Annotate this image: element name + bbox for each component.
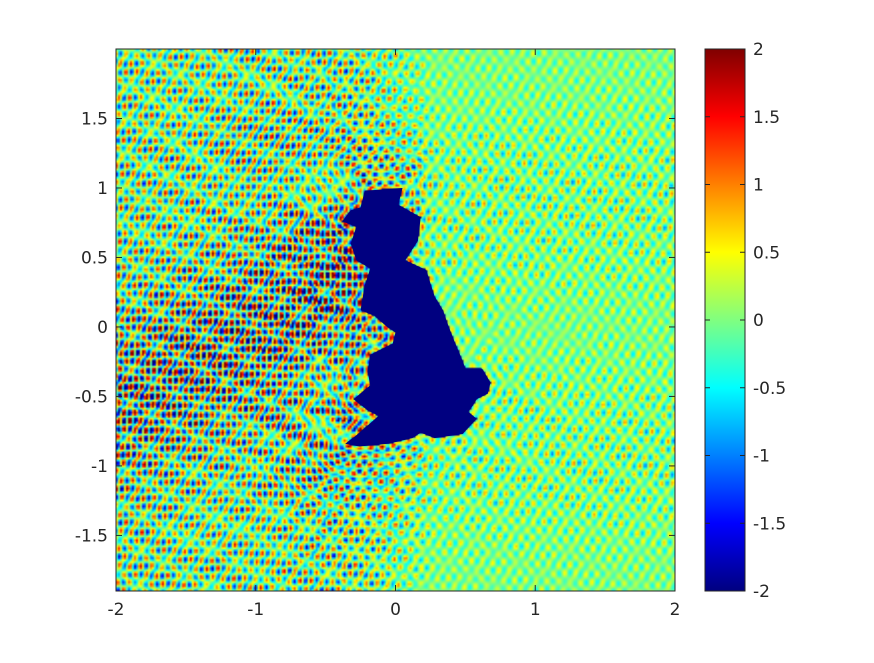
colorbar-tick-label: -1 <box>753 447 770 467</box>
y-tick-label: 1 <box>97 179 108 199</box>
colorbar-tick-label: -2 <box>753 582 770 602</box>
x-tick-label: 2 <box>670 600 681 620</box>
colorbar-tick-label: 1.5 <box>753 108 780 128</box>
y-tick-label: 0.5 <box>81 248 108 268</box>
y-axis: -1.5 -1 -0.5 0 0.5 1 1.5 <box>75 109 675 546</box>
x-axis: -2 -1 0 1 2 <box>108 49 681 620</box>
x-tick-label: 0 <box>390 600 401 620</box>
colorbar-tick-label: 0.5 <box>753 243 780 263</box>
y-tick-label: -1 <box>91 457 108 477</box>
colorbar-tick-label: 1 <box>753 176 764 196</box>
island-obstacle <box>342 188 491 447</box>
colorbar-tick-label: -0.5 <box>753 379 786 399</box>
plot-area <box>115 48 676 592</box>
y-tick-label: -1.5 <box>75 526 108 546</box>
y-tick-label: 0 <box>97 318 108 338</box>
y-tick-label: -0.5 <box>75 387 108 407</box>
colorbar-ticks: -2 -1.5 -1 -0.5 0 0.5 1 1.5 2 <box>705 40 786 602</box>
x-tick-label: 1 <box>530 600 541 620</box>
colorbar: -2 -1.5 -1 -0.5 0 0.5 1 1.5 2 <box>704 40 786 602</box>
colorbar-gradient <box>705 49 745 591</box>
colorbar-tick-label: 2 <box>753 40 764 60</box>
colorbar-tick-label: -1.5 <box>753 514 786 534</box>
x-tick-label: -2 <box>108 600 125 620</box>
y-tick-label: 1.5 <box>81 109 108 129</box>
colorbar-tick-label: 0 <box>753 311 764 331</box>
x-tick-label: -1 <box>247 600 264 620</box>
